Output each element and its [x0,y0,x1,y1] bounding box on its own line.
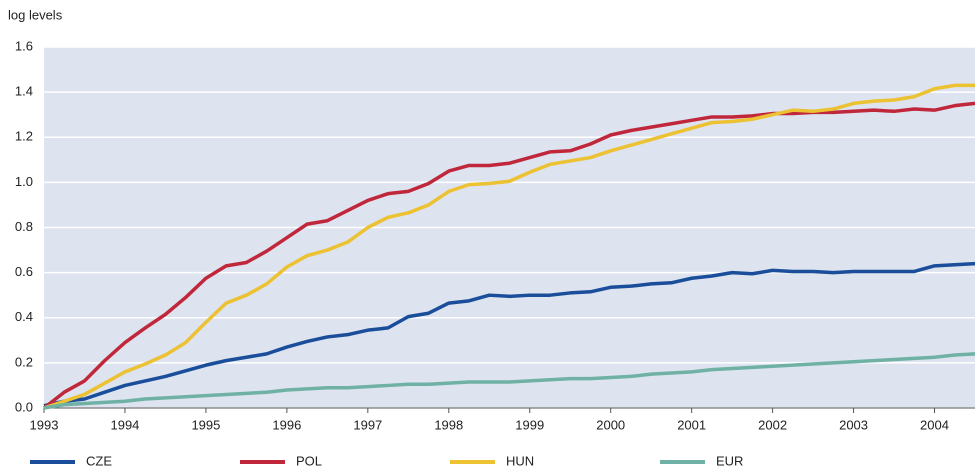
series-line [43,261,975,408]
y-tick-label: 1.2 [15,129,33,144]
series-line [43,83,975,410]
y-tick-label: 0.8 [15,219,33,234]
x-tick-label: 2003 [839,417,868,432]
y-tick-label: 1.6 [15,38,33,53]
y-tick-label: 1.4 [15,84,33,99]
legend-label: CZE [86,453,112,468]
x-tick-label: 2000 [596,417,625,432]
x-tick-label: 1998 [434,417,463,432]
legend-label: EUR [716,453,743,468]
x-tick-label: 1995 [191,417,220,432]
x-tick-label: 2004 [920,417,949,432]
legend-label: HUN [506,453,534,468]
y-tick-label: 0.4 [15,309,33,324]
y-tick-label: 0.0 [15,399,33,414]
series-line [43,352,975,410]
x-tick-label: 2002 [758,417,787,432]
x-tick-label: 1996 [272,417,301,432]
series-line [42,101,975,410]
y-axis-label: log levels [8,7,63,22]
y-tick-label: 0.6 [15,264,33,279]
legend-label: POL [296,453,322,468]
x-tick-label: 1997 [353,417,382,432]
x-tick-label: 1993 [30,417,59,432]
y-tick-label: 1.0 [15,174,33,189]
y-tick-label: 0.2 [15,354,33,369]
x-tick-label: 1994 [110,417,139,432]
x-tick-label: 1999 [515,417,544,432]
x-tick-label: 2001 [677,417,706,432]
